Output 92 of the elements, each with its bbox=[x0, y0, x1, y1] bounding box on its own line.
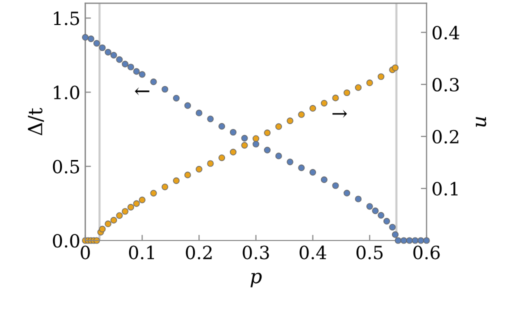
point bbox=[230, 148, 236, 156]
point bbox=[133, 200, 140, 207]
point bbox=[82, 34, 89, 41]
x-tick-label: 0 bbox=[80, 246, 90, 260]
point bbox=[150, 190, 157, 196]
point bbox=[138, 71, 146, 78]
point bbox=[110, 52, 118, 58]
point bbox=[104, 48, 112, 56]
y-tick-label: 1.0 bbox=[54, 86, 80, 100]
point bbox=[162, 184, 168, 190]
point bbox=[264, 130, 271, 136]
annotation: ← bbox=[134, 87, 150, 96]
point bbox=[116, 212, 123, 219]
point bbox=[218, 123, 226, 130]
point bbox=[252, 140, 260, 148]
point bbox=[354, 196, 362, 202]
point bbox=[207, 116, 214, 122]
point bbox=[196, 110, 202, 116]
y2-tick-label: 0.3 bbox=[432, 78, 459, 92]
point bbox=[286, 158, 294, 166]
point bbox=[400, 237, 408, 244]
point bbox=[298, 164, 305, 172]
point bbox=[354, 84, 362, 91]
x-tick-label: 0.4 bbox=[300, 246, 326, 260]
y2-tick-label: 0.4 bbox=[432, 26, 460, 40]
point bbox=[128, 204, 134, 210]
point bbox=[184, 172, 191, 178]
point bbox=[366, 203, 373, 210]
point bbox=[93, 40, 100, 47]
point bbox=[320, 176, 328, 183]
point bbox=[264, 146, 271, 154]
x-tick-label: 0.3 bbox=[242, 246, 269, 260]
point bbox=[286, 118, 294, 124]
y2-axis-title: u bbox=[476, 116, 486, 127]
point bbox=[162, 86, 168, 93]
y-tick-label: 1.5 bbox=[54, 12, 80, 26]
point bbox=[372, 208, 379, 214]
point bbox=[99, 44, 106, 52]
point bbox=[378, 73, 384, 80]
point bbox=[320, 100, 328, 106]
y-tick-label: 0.0 bbox=[52, 234, 80, 248]
point bbox=[207, 160, 214, 167]
point bbox=[122, 208, 128, 215]
point bbox=[128, 64, 134, 70]
point bbox=[88, 36, 94, 42]
point bbox=[344, 89, 350, 96]
y2-tick-label: 0.2 bbox=[432, 130, 458, 144]
point bbox=[309, 105, 316, 112]
point bbox=[150, 78, 157, 86]
point bbox=[332, 94, 339, 102]
point bbox=[230, 128, 236, 136]
point bbox=[412, 237, 418, 244]
y-axis-title: Δ/t bbox=[28, 108, 44, 136]
point bbox=[241, 134, 248, 142]
point bbox=[275, 152, 282, 160]
point bbox=[252, 135, 260, 142]
point bbox=[378, 212, 384, 219]
point bbox=[418, 237, 424, 244]
point bbox=[332, 182, 339, 189]
x-tick-label: 0.6 bbox=[413, 246, 440, 260]
point bbox=[406, 237, 413, 244]
annotation: → bbox=[332, 110, 347, 118]
point bbox=[173, 94, 180, 102]
point bbox=[309, 168, 316, 176]
point bbox=[218, 154, 226, 162]
point bbox=[394, 237, 402, 244]
point bbox=[99, 226, 106, 232]
point bbox=[104, 220, 112, 228]
point bbox=[122, 60, 128, 68]
point bbox=[423, 237, 430, 244]
point bbox=[116, 56, 123, 63]
point bbox=[275, 123, 282, 130]
point bbox=[110, 216, 118, 224]
point bbox=[173, 177, 180, 184]
point bbox=[138, 196, 146, 204]
x-axis-title: p bbox=[250, 272, 262, 288]
point bbox=[196, 166, 202, 173]
point bbox=[344, 190, 350, 196]
point bbox=[383, 218, 390, 225]
point bbox=[133, 68, 140, 75]
point bbox=[389, 224, 396, 230]
x-tick-label: 0.5 bbox=[356, 246, 383, 260]
point bbox=[298, 111, 305, 118]
point bbox=[392, 64, 399, 72]
y-tick-label: 0.5 bbox=[52, 160, 80, 174]
x-tick-label: 0.1 bbox=[129, 246, 154, 260]
point bbox=[241, 142, 248, 149]
point bbox=[366, 80, 373, 86]
point bbox=[184, 102, 191, 109]
y2-tick-label: 0.1 bbox=[432, 182, 458, 196]
x-tick-label: 0.2 bbox=[186, 246, 212, 260]
point bbox=[392, 231, 399, 238]
